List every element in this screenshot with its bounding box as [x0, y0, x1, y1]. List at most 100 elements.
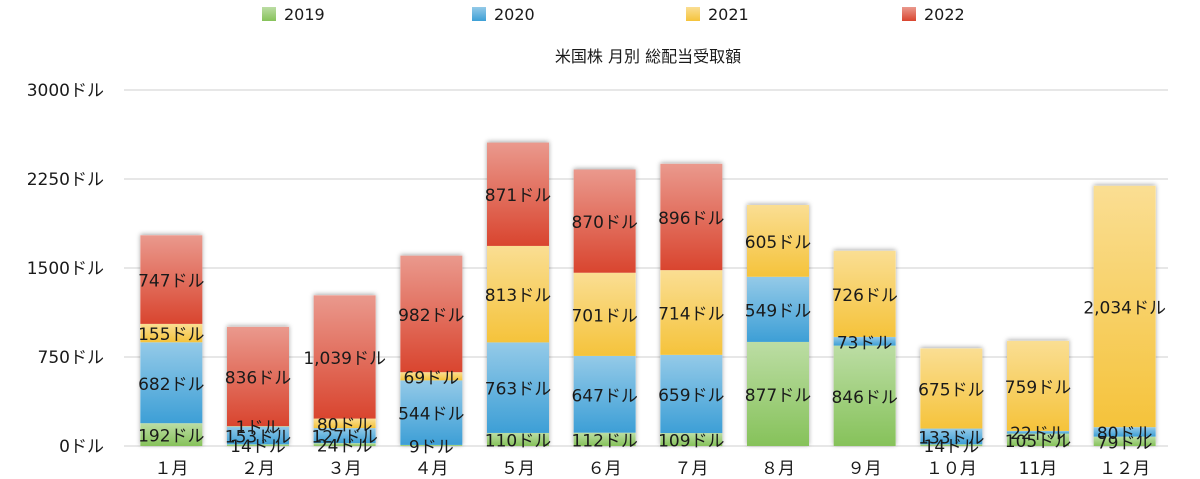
bar-2020-3: [313, 428, 376, 444]
x-tick-label: ８月: [761, 459, 795, 479]
data-label: 896ドル: [658, 209, 724, 229]
data-label: 682ドル: [138, 375, 204, 395]
data-label: 813ドル: [485, 286, 551, 306]
data-label: 982ドル: [398, 306, 464, 326]
bar-2021-9: [833, 250, 896, 337]
legend-swatch-2019: [262, 7, 276, 21]
bar-2019-8: [747, 341, 809, 446]
data-label: 877ドル: [745, 386, 811, 406]
bar-2020-1: [140, 342, 203, 424]
data-label: 14ドル: [924, 437, 980, 457]
bar-2019-3: [313, 443, 376, 446]
data-label: 870ドル: [571, 213, 637, 233]
data-label: 105ドル: [1005, 432, 1071, 452]
bar-2022-7: [660, 163, 723, 271]
y-tick-label: 0ドル: [59, 437, 104, 457]
legend-swatch-2022: [902, 7, 916, 21]
legend-label-2022: 2022: [924, 5, 965, 24]
bar-2020-11: [1007, 430, 1069, 434]
data-label: 701ドル: [571, 306, 637, 326]
bar-2020-2: [227, 426, 289, 445]
x-tick-label: ９月: [848, 459, 882, 479]
data-label: 14ドル: [230, 437, 286, 457]
x-tick-label: １月: [154, 459, 188, 479]
bar-2019-9: [833, 345, 896, 446]
data-label: 110ドル: [485, 431, 551, 451]
bar-2020-9: [833, 336, 896, 346]
data-label: 544ドル: [398, 405, 464, 425]
x-tick-label: ７月: [674, 459, 708, 479]
bar-2019-4: [400, 444, 463, 446]
bar-2022-4: [400, 255, 463, 373]
y-tick-label: 2250ドル: [27, 170, 104, 190]
bar-2021-11: [1007, 340, 1069, 431]
bar-2019-10: [920, 444, 983, 446]
legend-label-2020: 2020: [494, 5, 535, 24]
bar-2021-5: [487, 245, 549, 343]
bar-2019-12: [1093, 436, 1156, 446]
bar-2022-5: [487, 142, 549, 246]
bar-2019-7: [660, 433, 723, 446]
bar-2021-12: [1093, 185, 1156, 428]
legend-label-2021: 2021: [708, 5, 749, 24]
bar-2019-1: [140, 423, 203, 446]
bar-2020-10: [920, 428, 983, 445]
bar-2021-2: [227, 426, 289, 427]
bar-2020-12: [1093, 427, 1156, 437]
bar-2020-8: [747, 276, 809, 342]
data-label: 153ドル: [225, 427, 291, 447]
data-label: 80ドル: [317, 415, 373, 435]
data-label: 659ドル: [658, 386, 724, 406]
y-tick-label: 3000ドル: [27, 81, 104, 101]
data-label: 22ドル: [1010, 424, 1066, 444]
data-label: 871ドル: [485, 186, 551, 206]
bar-2021-3: [313, 418, 376, 429]
x-tick-label: ６月: [588, 459, 622, 479]
data-label: 24ドル: [317, 437, 373, 457]
data-label: 133ドル: [918, 428, 984, 448]
chart-title: 米国株 月別 総配当受取額: [555, 47, 741, 66]
data-label: 80ドル: [1097, 424, 1153, 444]
bar-2021-1: [140, 323, 203, 343]
bar-2020-7: [660, 354, 723, 434]
data-label: 675ドル: [918, 381, 984, 401]
bar-2022-2: [227, 326, 289, 427]
bar-2022-6: [573, 169, 636, 273]
bar-2019-6: [573, 432, 636, 446]
bar-2022-1: [140, 235, 203, 324]
y-tick-label: 750ドル: [38, 348, 104, 368]
data-label: 605ドル: [745, 233, 811, 253]
data-label: 155ドル: [138, 325, 204, 345]
x-tick-label: ３月: [328, 459, 362, 479]
bar-2019-2: [227, 444, 289, 446]
y-tick-label: 1500ドル: [27, 259, 104, 279]
bar-2020-6: [573, 355, 636, 433]
data-label: 1ドル: [236, 418, 281, 438]
data-label: 1,039ドル: [303, 349, 386, 369]
bar-2019-5: [487, 432, 549, 446]
legend-swatch-2020: [472, 7, 486, 21]
x-tick-label: １０月: [926, 459, 977, 479]
bar-2021-8: [747, 204, 809, 277]
data-label: 73ドル: [837, 333, 893, 353]
bar-2021-7: [660, 270, 723, 355]
x-tick-label: ２月: [241, 459, 275, 479]
bar-2020-4: [400, 380, 463, 445]
data-label: 69ドル: [404, 368, 460, 388]
data-label: 9ドル: [409, 437, 454, 457]
x-tick-label: ５月: [501, 459, 535, 479]
bar-2021-4: [400, 372, 463, 381]
legend-swatch-2021: [686, 7, 700, 21]
x-tick-label: ４月: [414, 459, 448, 479]
data-label: 647ドル: [571, 386, 637, 406]
data-label: 112ドル: [571, 431, 637, 451]
legend-label-2019: 2019: [284, 5, 325, 24]
data-label: 714ドル: [658, 305, 724, 325]
x-tick-label: 11月: [1019, 459, 1058, 479]
data-label: 109ドル: [658, 432, 724, 452]
data-label: 846ドル: [831, 388, 897, 408]
data-label: 549ドル: [745, 301, 811, 321]
data-label: 127ドル: [311, 428, 377, 448]
